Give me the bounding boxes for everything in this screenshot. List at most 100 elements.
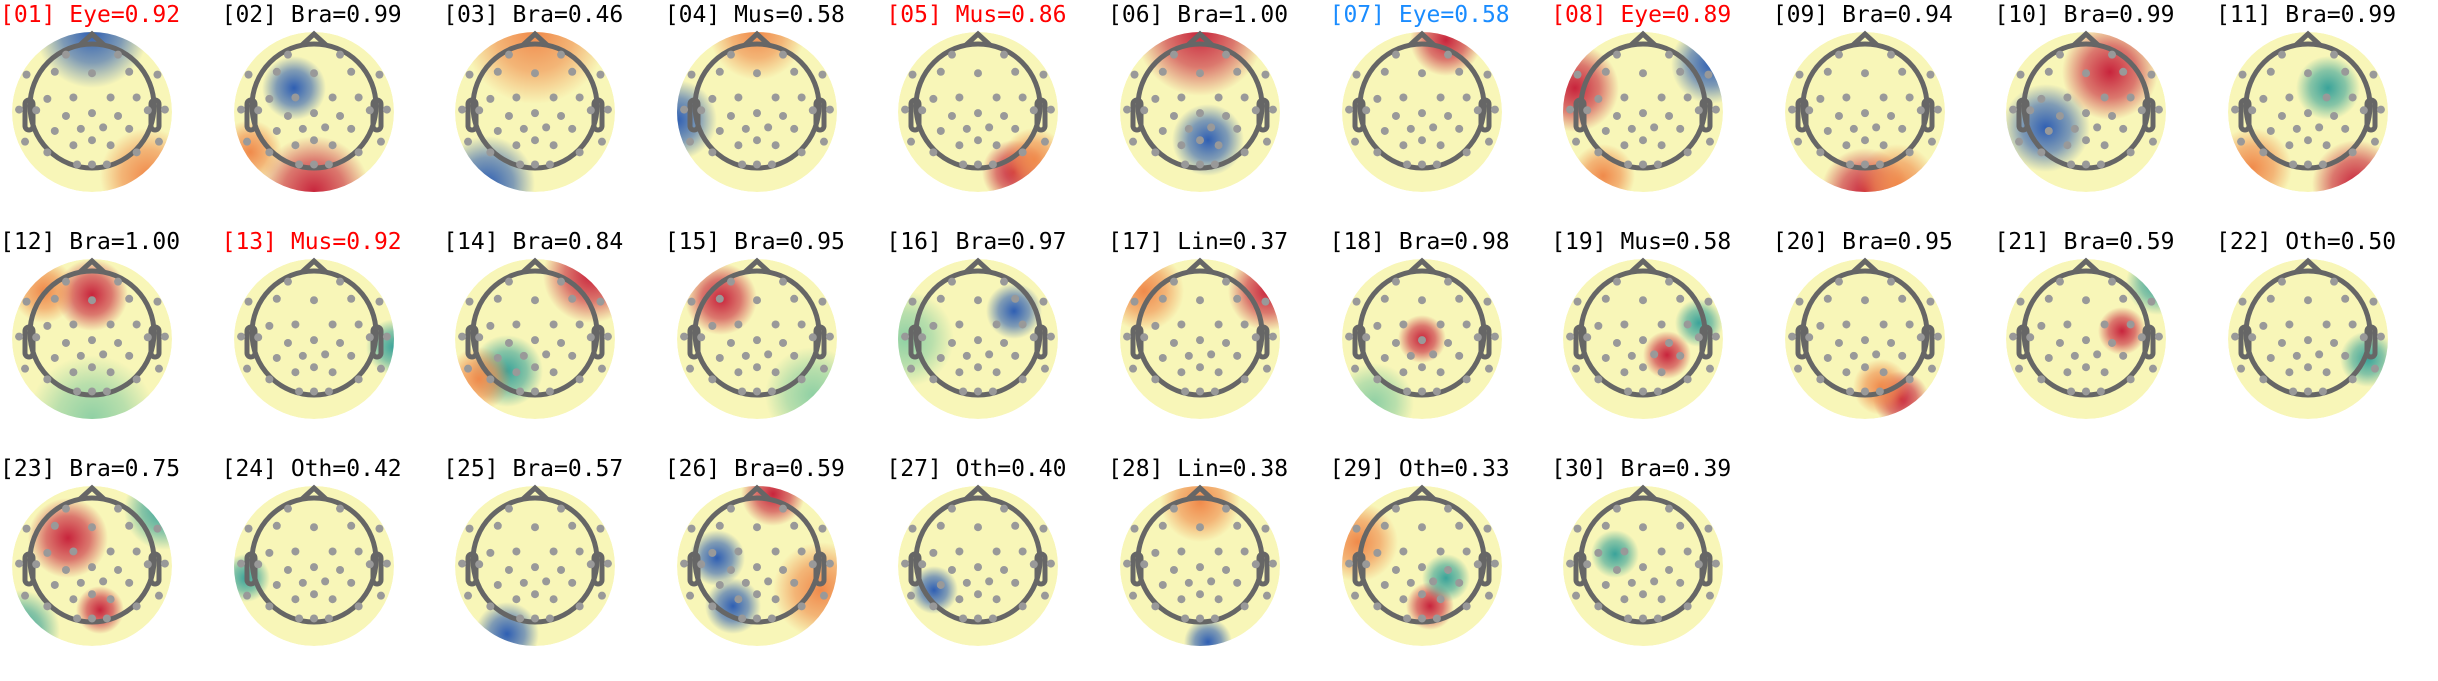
head-outline-icon — [465, 30, 605, 171]
electrode-dot — [1573, 524, 1582, 533]
electrode-dot — [1428, 350, 1437, 359]
electrode-dot — [125, 124, 134, 133]
electrode-dot — [741, 351, 750, 360]
electrode-dot — [1842, 93, 1851, 102]
component-score: 0.89 — [1675, 2, 1732, 28]
electrode-dot — [726, 565, 735, 574]
electrode-dot — [737, 160, 746, 169]
electrode-dot — [734, 595, 743, 604]
electrode-dot — [2304, 69, 2312, 78]
component-topomap: [08] Eye=0.89 — [1551, 0, 1775, 227]
component-id: 17 — [1121, 229, 1150, 255]
title-punctuation: [ — [886, 456, 901, 482]
electrode-dot — [264, 375, 273, 384]
electrode-dot — [1398, 547, 1407, 556]
electrode-dot — [1916, 106, 1925, 115]
title-punctuation: = — [775, 2, 790, 28]
electrode-dot — [948, 338, 957, 347]
component-topomap: [06] Bra=1.00 — [1108, 0, 1332, 227]
electrode-dot — [2318, 387, 2327, 396]
electrode-dot — [458, 105, 467, 114]
electrode-dot — [2238, 297, 2247, 306]
electrode-dot — [2097, 387, 2106, 396]
electrode-dot — [752, 336, 761, 345]
electrode-dot — [1130, 524, 1139, 533]
electrode-dot — [974, 160, 983, 169]
electrode-dot — [1169, 50, 1178, 59]
component-title: [27] Oth=0.40 — [886, 456, 1066, 482]
electrode-dot — [1417, 387, 1426, 396]
electrode-dot — [2009, 332, 2018, 341]
component-id: 25 — [457, 456, 485, 482]
electrode-dot — [1196, 523, 1204, 532]
component-title: [14] Bra=0.84 — [443, 229, 623, 255]
electrode-dot — [1665, 565, 1674, 574]
electrode-dot — [929, 548, 938, 557]
activation-blob — [740, 486, 805, 526]
electrode-dot — [328, 368, 337, 377]
electrode-dot — [1484, 591, 1493, 600]
electrode-dot — [808, 333, 817, 342]
component-id: 01 — [13, 2, 42, 28]
electrode-dot — [2082, 160, 2091, 169]
electrode-dot — [1184, 578, 1193, 587]
electrode-dot — [1011, 294, 1020, 303]
electrode-dot — [1151, 94, 1160, 103]
electrode-dot — [272, 67, 281, 76]
title-punctuation: [ — [443, 456, 458, 482]
electrode-dot — [1933, 332, 1942, 341]
electrode-dot — [1860, 336, 1869, 345]
electrode-dot — [2330, 50, 2339, 59]
electrode-dot — [298, 578, 307, 587]
electrode-dot — [1210, 387, 1219, 396]
electrode-dot — [2155, 332, 2164, 341]
electrode-dot — [1222, 50, 1231, 59]
electrode-dot — [324, 614, 333, 623]
title-punctuation: = — [1883, 229, 1898, 255]
electrode-dot — [21, 137, 30, 146]
electrode-dot — [43, 602, 52, 611]
title-punctuation: = — [332, 456, 347, 482]
electrode-dot — [125, 578, 134, 587]
electrode-dot — [1613, 338, 1622, 347]
electrode-dot — [1391, 338, 1400, 347]
electrode-dot — [2304, 336, 2312, 345]
electrode-dot — [2238, 70, 2247, 79]
electrode-dot — [1639, 296, 1648, 305]
electrode-dot — [1665, 277, 1674, 286]
electrode-dot — [516, 614, 525, 623]
component-score: 0.75 — [124, 456, 181, 482]
electrode-dot — [568, 521, 577, 530]
electrode-dot — [1436, 368, 1445, 377]
electrode-dot — [1462, 320, 1471, 329]
electrode-dot — [959, 160, 968, 169]
electrode-dot — [2277, 50, 2286, 59]
electrode-dot — [1676, 67, 1685, 76]
component-label: Eye — [69, 2, 111, 28]
electrode-dot — [531, 336, 540, 345]
component-score: 0.42 — [346, 456, 402, 482]
electrode-dot — [752, 109, 761, 118]
electrode-dot — [2289, 387, 2298, 396]
component-id: 26 — [678, 456, 707, 482]
electrode-dot — [1624, 614, 1633, 623]
electrode-dot — [375, 297, 384, 306]
electrode-dot — [1933, 105, 1942, 114]
electrode-dot — [1344, 559, 1353, 568]
title-punctuation: ] — [263, 2, 291, 28]
electrode-dot — [1676, 294, 1685, 303]
electrode-dot — [283, 338, 292, 347]
electrode-dot — [604, 559, 613, 568]
electrode-dot — [901, 332, 910, 341]
electrode-dot — [557, 338, 566, 347]
electrode-dot — [2248, 333, 2257, 342]
electrode-dot — [1443, 565, 1452, 574]
electrode-dot — [929, 94, 938, 103]
component-title: [12] Bra=1.00 — [0, 229, 180, 255]
electrode-dot — [1158, 521, 1167, 530]
component-topomap: [16] Bra=0.97 — [886, 227, 1110, 454]
electrode-dot — [88, 160, 96, 169]
electrode-dot — [778, 565, 787, 574]
electrode-dot — [992, 368, 1001, 377]
electrode-dot — [354, 602, 363, 611]
